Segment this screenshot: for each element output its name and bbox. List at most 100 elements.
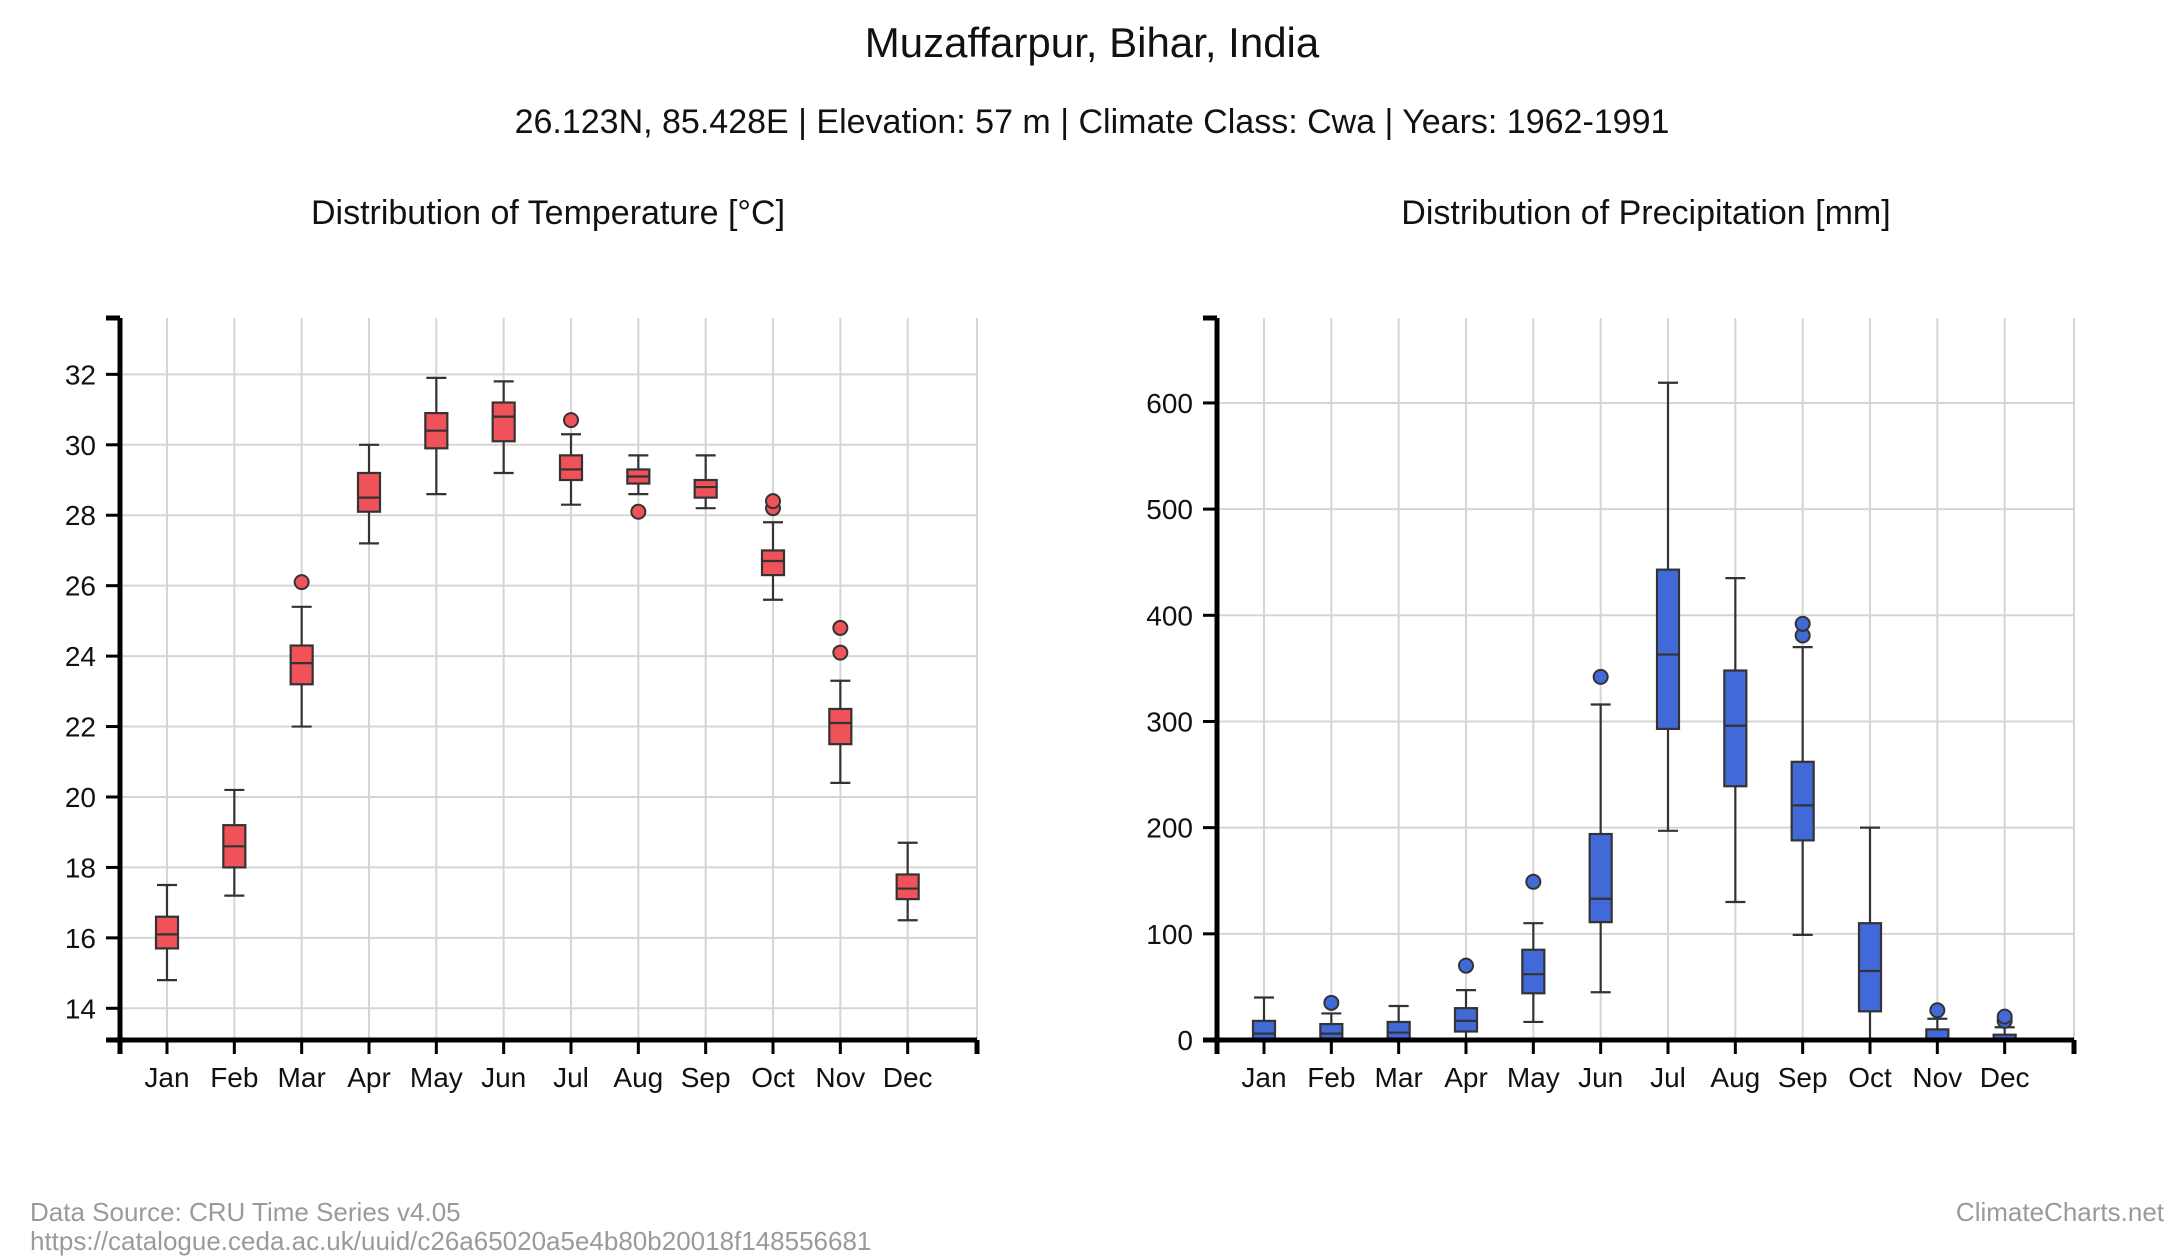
iqr-box [1655,568,1681,731]
iqr-box [1386,1020,1411,1041]
outlier-point [1458,957,1474,974]
outlier-point [563,412,579,429]
precipitation-xtick-label: Aug [1710,1062,1760,1093]
precipitation-xtick-label: Jul [1650,1062,1686,1093]
temperature-xtick-label: Jan [144,1062,189,1093]
temperature-box-jan [154,883,180,982]
iqr-box [895,873,920,901]
precipitation-ytick-label: 100 [1146,919,1193,950]
temperature-panel: Distribution of Temperature [°C] 14 16 18 2… [65,194,980,1093]
precipitation-box-nov [1925,1002,1950,1042]
temperature-ytick-label: 24 [65,641,96,672]
temperature-box-mar [289,574,314,728]
precipitation-xtick-label: May [1507,1062,1560,1093]
temperature-ytick-label: 22 [65,712,96,743]
precipitation-xtick-label: Feb [1307,1062,1355,1093]
outlier-point [832,619,849,636]
temperature-ytick-label: 18 [65,852,96,883]
temperature-ytick-label: 32 [65,359,96,390]
precipitation-box-sep [1790,615,1815,936]
precipitation-box-mar [1386,1004,1411,1042]
precipitation-chart-title: Distribution of Precipitation [mm] [1401,194,1890,232]
outlier-point [1996,1008,2013,1025]
temperature-xtick-label: May [410,1062,463,1093]
temperature-xtick-label: Sep [681,1062,731,1093]
temperature-xtick-label: Feb [210,1062,258,1093]
temperature-box-feb [222,788,247,897]
temperature-box-jun [491,380,516,475]
iqr-box [356,471,382,513]
iqr-box [760,549,786,577]
precipitation-xtick-label: Nov [1912,1062,1962,1093]
precipitation-ytick-label: 300 [1146,706,1193,737]
iqr-box [1521,948,1546,995]
temperature-box-sep [693,454,718,510]
brand-credit[interactable]: ClimateCharts.net [1956,1197,2165,1227]
temperature-xtick-label: Mar [278,1062,326,1093]
temperature-ytick-label: 26 [65,571,96,602]
iqr-box [289,644,314,686]
temperature-box-nov [828,619,853,784]
precipitation-box-jun [1588,668,1613,994]
iqr-box [693,478,718,499]
temperature-ytick-label: 14 [65,993,96,1024]
iqr-box [1857,922,1883,1013]
precipitation-box-jul [1655,381,1681,832]
precipitation-xtick-label: Dec [1980,1062,2030,1093]
iqr-box [1251,1019,1277,1041]
precipitation-xtick-label: Jan [1241,1062,1286,1093]
outlier-point [1323,994,1340,1011]
precipitation-box-dec [1992,1008,2017,1042]
precipitation-ytick-label: 400 [1146,600,1193,631]
iqr-box [1723,669,1748,788]
temperature-xtick-label: Apr [347,1062,391,1093]
temperature-box-apr [356,443,382,545]
page-title: Muzaffarpur, Bihar, India [865,19,1320,66]
precipitation-box-feb [1319,994,1344,1042]
iqr-box [491,401,516,443]
precipitation-xtick-label: Oct [1848,1062,1892,1093]
precipitation-ytick-label: 600 [1146,388,1193,419]
temperature-xtick-label: Jul [553,1062,589,1093]
precipitation-box-may [1521,873,1546,1024]
precipitation-ytick-label: 0 [1177,1025,1193,1056]
page-subtitle: 26.123N, 85.428E | Elevation: 57 m | Cli… [515,103,1670,141]
data-source-url[interactable]: https://catalogue.ceda.ac.uk/uuid/c26a65… [30,1226,871,1256]
outlier-point [832,644,849,661]
precipitation-ytick-label: 200 [1146,813,1193,844]
precipitation-xtick-label: Mar [1375,1062,1423,1093]
outlier-point [1525,873,1542,890]
temperature-box-may [424,376,449,496]
precipitation-box-jan [1251,996,1277,1042]
outlier-point [765,493,781,510]
iqr-box [154,915,180,950]
outlier-point [1592,668,1609,685]
temperature-xtick-label: Aug [613,1062,663,1093]
outlier-point [293,574,310,591]
temperature-xtick-label: Oct [751,1062,795,1093]
precipitation-box-aug [1723,577,1748,904]
temperature-xtick-label: Dec [883,1062,933,1093]
precipitation-ytick-label: 500 [1146,494,1193,525]
temperature-box-oct [760,493,786,601]
temperature-ytick-label: 30 [65,430,96,461]
iqr-box [828,707,853,746]
temperature-box-aug [626,454,651,520]
temperature-box-jul [558,412,584,506]
temperature-ytick-label: 20 [65,782,96,813]
precipitation-box-apr [1453,957,1479,1042]
precipitation-xtick-label: Jun [1578,1062,1623,1093]
temperature-chart-title: Distribution of Temperature [°C] [311,194,785,232]
iqr-box [1790,760,1815,842]
temperature-xtick-label: Nov [815,1062,865,1093]
temperature-ytick-label: 16 [65,923,96,954]
precipitation-xtick-label: Sep [1778,1062,1828,1093]
iqr-box [558,454,584,482]
precipitation-panel: Distribution of Precipitation [mm] 0 100 2… [1146,194,2077,1093]
temperature-xtick-label: Jun [481,1062,526,1093]
iqr-box [1319,1022,1344,1041]
outlier-point [1794,615,1811,632]
temperature-box-dec [895,841,920,922]
temperature-ytick-label: 28 [65,500,96,531]
